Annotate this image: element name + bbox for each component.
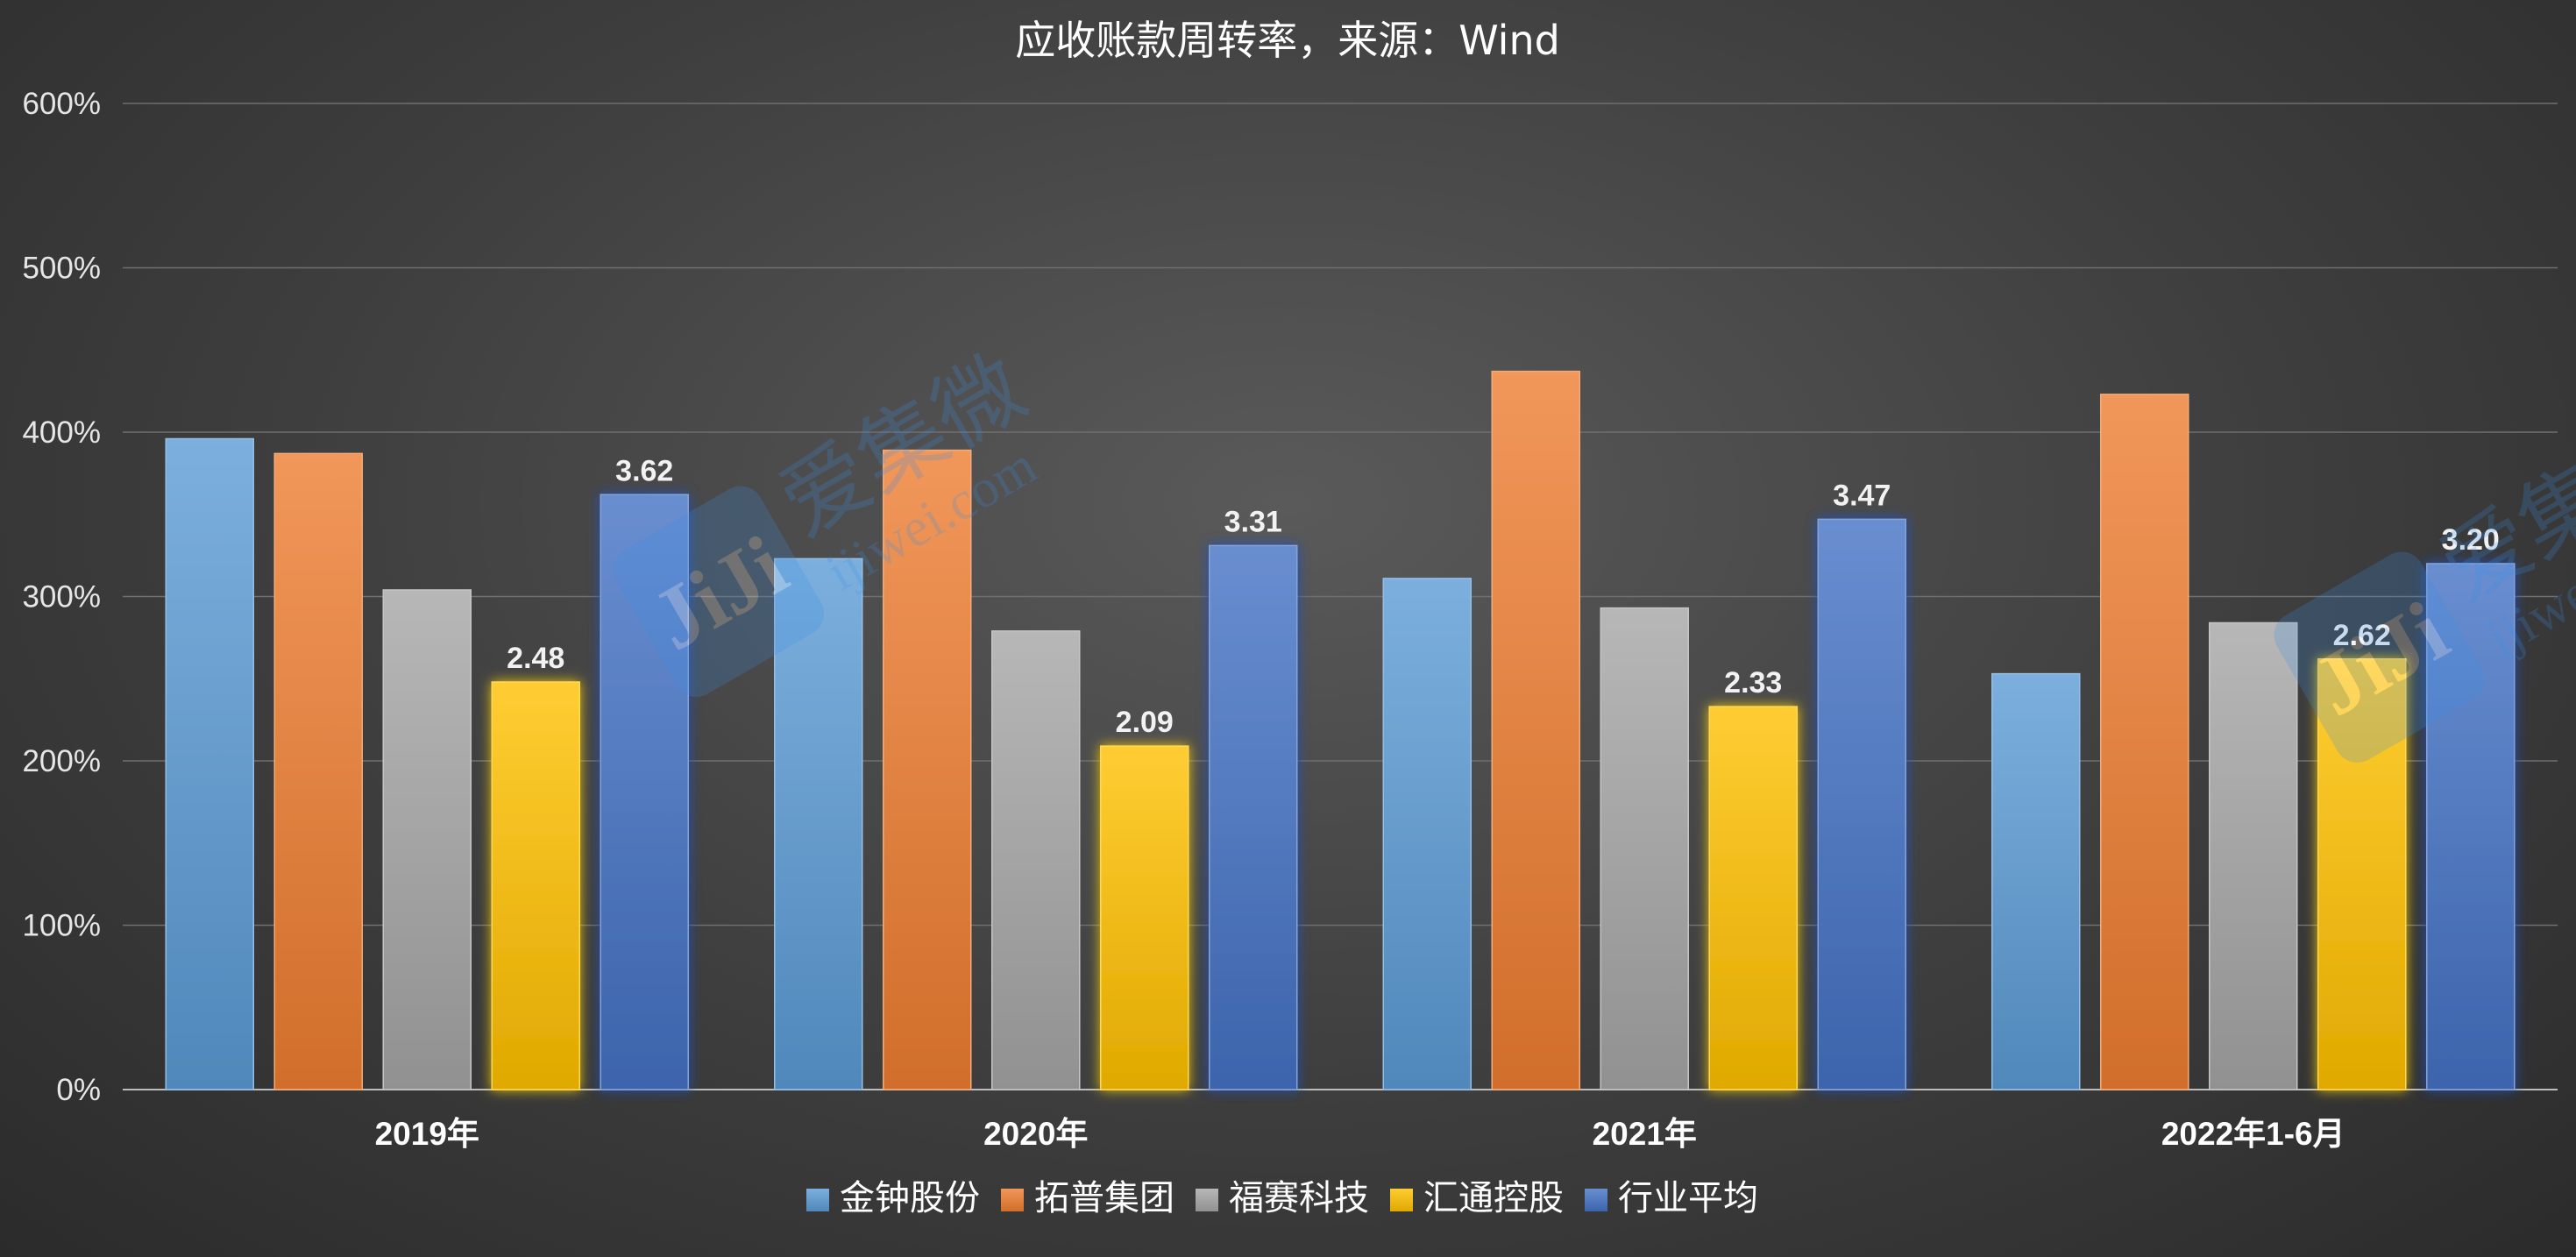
y-tick-label: 100% [22, 909, 101, 943]
bar [1491, 370, 1580, 1090]
x-tick-label: 2021年 [1593, 1116, 1697, 1152]
bar [273, 452, 363, 1090]
watermark-logo-box [613, 486, 825, 698]
bar [991, 630, 1081, 1090]
y-tick-label: 0% [56, 1073, 101, 1107]
data-label: 2.62 [2333, 619, 2391, 652]
data-label: 3.20 [2442, 523, 2500, 557]
bar [2100, 394, 2189, 1090]
legend-label: 行业平均 [1618, 1178, 1758, 1218]
legend-swatch [1585, 1189, 1607, 1211]
legend-item: 行业平均 [1585, 1178, 1758, 1218]
x-tick-label: 2020年 [983, 1116, 1088, 1152]
x-tick-label: 2022年1-6月 [2161, 1116, 2345, 1152]
bar [774, 557, 863, 1090]
legend-label: 福赛科技 [1229, 1178, 1369, 1218]
bar [1817, 518, 1906, 1090]
bar [2317, 658, 2407, 1090]
bar [382, 589, 472, 1090]
data-label: 2.48 [507, 642, 564, 675]
bar [1600, 607, 1689, 1090]
y-tick-label: 300% [22, 580, 101, 614]
legend-swatch [1390, 1189, 1413, 1211]
gridlines [123, 103, 2558, 1090]
legend-label: 金钟股份 [840, 1178, 980, 1218]
legend: 金钟股份 拓普集团 福赛科技 汇通控股 行业平均 [806, 1178, 1758, 1218]
legend-swatch [1196, 1189, 1218, 1211]
data-label: 3.31 [1224, 505, 1282, 538]
legend-swatch [1001, 1189, 1024, 1211]
legend-item: 汇通控股 [1390, 1178, 1564, 1218]
y-tick-label: 400% [22, 415, 101, 450]
bar [1991, 672, 2081, 1090]
bar [883, 449, 972, 1090]
legend-item: 金钟股份 [806, 1178, 980, 1218]
watermark-2: JiJi 爱集微 ijiwei.com [2274, 401, 2576, 763]
bar [1708, 706, 1798, 1090]
legend-item: 福赛科技 [1196, 1178, 1369, 1218]
chart-title: 应收账款周转率，来源：Wind [1015, 17, 1560, 64]
bar [2209, 621, 2298, 1090]
data-label: 3.62 [615, 454, 673, 487]
legend-item: 拓普集团 [1001, 1178, 1174, 1218]
y-tick-label: 600% [22, 87, 101, 121]
bar [1209, 544, 1298, 1090]
data-label: 2.33 [1724, 666, 1782, 700]
legend-label: 汇通控股 [1423, 1178, 1564, 1218]
legend-swatch [806, 1189, 829, 1211]
x-tick-label: 2019年 [375, 1116, 479, 1152]
x-axis: 2019年 2020年 2021年 2022年1-6月 [375, 1116, 2345, 1152]
bar [1382, 578, 1472, 1090]
bar [491, 681, 580, 1090]
bar [2426, 563, 2516, 1090]
y-axis: 0% 100% 200% 300% 400% 500% 600% [22, 87, 101, 1107]
bar [1100, 745, 1189, 1090]
y-tick-label: 200% [22, 744, 101, 778]
legend-label: 拓普集团 [1034, 1178, 1174, 1218]
bar [165, 437, 254, 1090]
y-tick-label: 500% [22, 252, 101, 286]
watermark-2-logo-box [2274, 551, 2486, 763]
data-label: 2.09 [1116, 706, 1174, 739]
bars [165, 370, 2516, 1090]
data-label: 3.47 [1833, 479, 1891, 512]
data-labels: 2.48 3.62 2.09 3.31 2.33 3.47 2.62 3.20 [507, 454, 2500, 739]
bar [600, 494, 689, 1090]
